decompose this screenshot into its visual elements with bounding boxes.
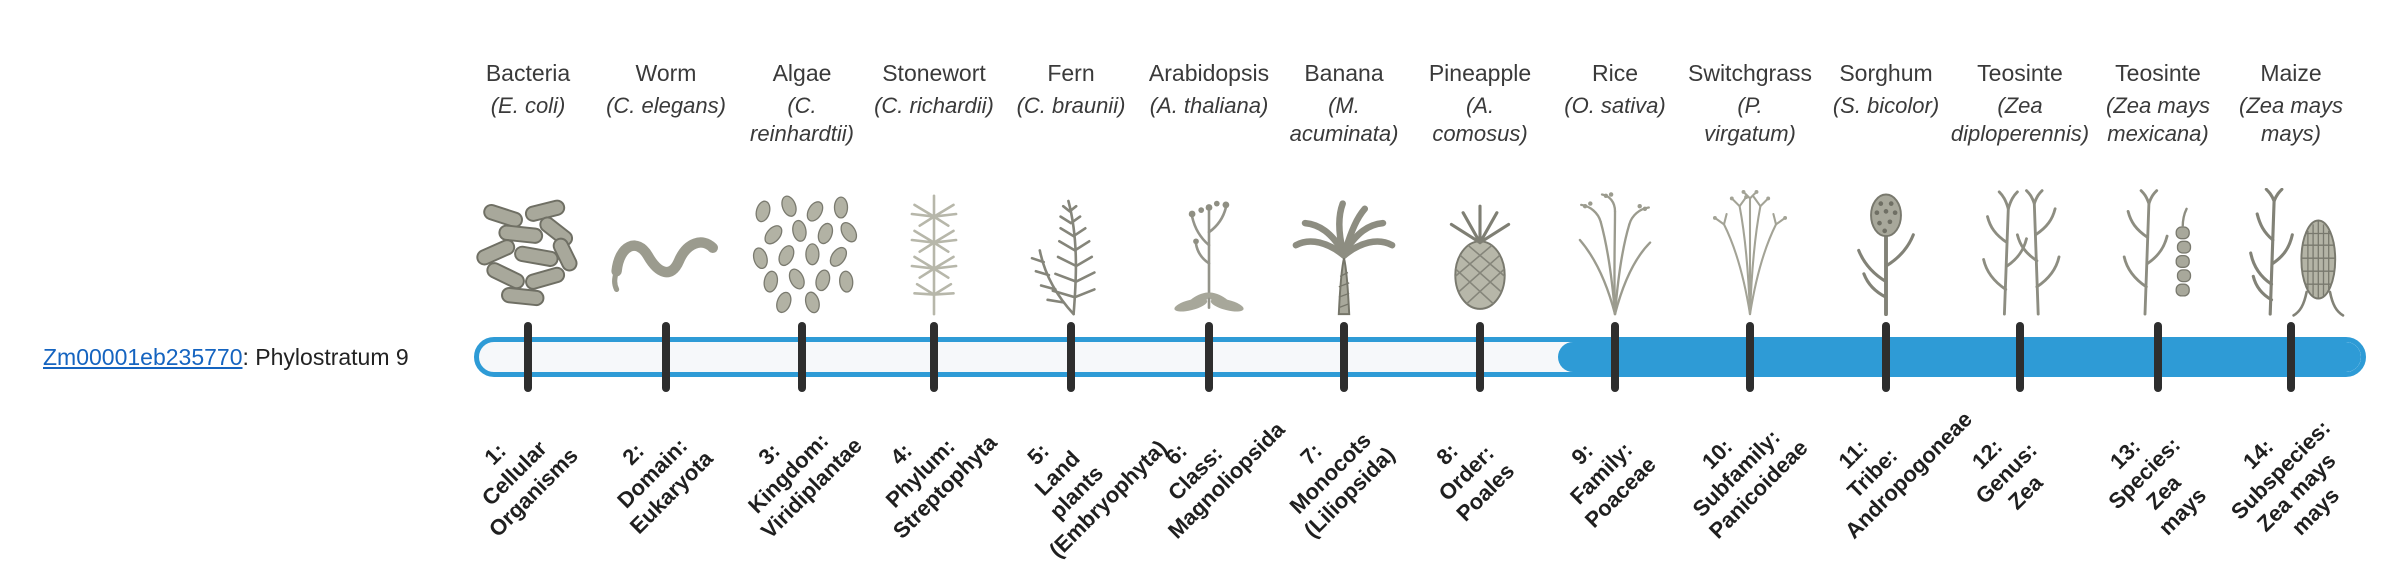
species-scientific-name: (C. elegans): [606, 93, 726, 118]
species-scientific-name: (A. thaliana): [1149, 93, 1269, 118]
species-scientific-name: (M. acuminata): [1289, 93, 1399, 146]
switchgrass-icon: [1685, 188, 1815, 318]
species-common-name: Teosinte: [1977, 60, 2063, 86]
phylostratum-label: 1: Cellular Organisms: [476, 435, 583, 542]
species-common-name: Bacteria: [485, 60, 571, 86]
worm-icon: [601, 188, 731, 318]
phylostratum-tick: [798, 322, 806, 392]
species-common-name: Rice: [1591, 60, 1638, 86]
phylostratum-label: 3: Kingdom: Viridiplantae: [743, 427, 867, 544]
teosinte-mexicana-icon: [2093, 188, 2223, 318]
species-column: Banana (M. acuminata): [1259, 58, 1429, 318]
species-column: Switchgrass (P. virgatum): [1665, 58, 1835, 318]
species-scientific-name: (S. bicolor): [1832, 93, 1940, 118]
species-common-name: Pineapple: [1428, 60, 1532, 86]
species-common-name: Sorghum: [1839, 60, 1933, 86]
phylostratum-label: 6: Class: Magnoliopsida: [1160, 416, 1290, 544]
species-scientific-name: (Zea diploperennis): [1950, 93, 2090, 146]
phylostratum-label: 2: Domain: Eukaryota: [612, 433, 718, 539]
pineapple-icon: [1415, 188, 1545, 318]
phylostratum-tick: [1611, 322, 1619, 392]
species-column: Stonewort (C. richardii): [849, 58, 1019, 318]
stonewort-icon: [869, 188, 999, 318]
gene-label: Zm00001eb235770: Phylostratum 9: [43, 344, 409, 371]
bacteria-icon: [463, 188, 593, 318]
species-column: Worm (C. elegans): [581, 58, 751, 318]
species-column: Rice (O. sativa): [1530, 58, 1700, 318]
species-column: Fern (C. braunii): [986, 58, 1156, 318]
phylostratum-bar-fill: [1558, 342, 2361, 372]
species-scientific-name: (O. sativa): [1564, 93, 1666, 118]
phylostratum-bar: [474, 337, 2366, 377]
phylostratum-tick: [524, 322, 532, 392]
species-column: Teosinte (Zea mays mexicana): [2073, 58, 2243, 318]
species-column: Teosinte (Zea diploperennis): [1935, 58, 2105, 318]
phylostratum-label: 9: Family: Poaceae: [1565, 436, 1661, 533]
phylostratum-label: 4: Phylum: Streptophyta: [880, 429, 1002, 544]
species-scientific-name: (C. richardii): [874, 93, 994, 118]
species-scientific-name: (P. virgatum): [1704, 93, 1796, 146]
species-column: Bacteria (E. coli): [443, 58, 613, 318]
species-common-name: Teosinte: [2115, 60, 2201, 86]
species-scientific-name: (Zea mays mexicana): [2106, 93, 2210, 146]
species-common-name: Switchgrass: [1688, 60, 1812, 86]
phylostratum-label: 14: Subspecies: Zea mays mays: [2225, 415, 2345, 540]
phylostratum-label: 8: Order: Poales: [1431, 438, 1520, 527]
banana-icon: [1279, 188, 1409, 318]
rice-icon: [1550, 188, 1680, 318]
phylostratum-tick: [930, 322, 938, 392]
species-common-name: Arabidopsis: [1148, 60, 1270, 86]
fern-icon: [1006, 188, 1136, 318]
species-common-name: Fern: [1047, 60, 1095, 86]
phylostratum-tick: [2287, 322, 2295, 392]
phylostratum-label: 5: Land plants (Embryophyta): [1022, 435, 1172, 563]
phylostratum-label: 7: Monocots (Liliopsida): [1284, 427, 1400, 543]
gene-link[interactable]: Zm00001eb235770: [43, 344, 243, 370]
teosinte-diploperennis-icon: [1955, 188, 2085, 318]
species-scientific-name: (A. comosus): [1432, 93, 1528, 146]
species-column: Maize (Zea mays mays): [2206, 58, 2376, 318]
gene-annotation: : Phylostratum 9: [242, 344, 409, 370]
species-column: Sorghum (S. bicolor): [1801, 58, 1971, 318]
species-column: Pineapple (A. comosus): [1395, 58, 1565, 318]
phylostratum-tick: [1746, 322, 1754, 392]
species-common-name: Algae: [772, 60, 832, 86]
species-scientific-name: (Zea mays mays): [2239, 93, 2343, 146]
phylostratum-tick: [1205, 322, 1213, 392]
species-common-name: Stonewort: [882, 60, 986, 86]
phylostratum-tick: [1067, 322, 1075, 392]
maize-icon: [2226, 187, 2356, 318]
phylostratum-label: 10: Subfamily: Panicoideae: [1687, 424, 1813, 544]
phylostratum-tick: [2154, 322, 2162, 392]
species-common-name: Worm: [635, 60, 697, 86]
phylostratum-label: 11: Tribe: Andropogoneae: [1833, 406, 1977, 544]
species-scientific-name: (C. reinhardtii): [750, 93, 854, 146]
algae-icon: [737, 188, 867, 318]
phylostratum-tick: [2016, 322, 2024, 392]
species-common-name: Maize: [2260, 60, 2322, 86]
phylostratum-tick: [1882, 322, 1890, 392]
phylostratum-tick: [1476, 322, 1484, 392]
arabidopsis-icon: [1144, 188, 1274, 318]
species-scientific-name: (C. braunii): [1016, 93, 1126, 118]
species-common-name: Banana: [1304, 60, 1384, 86]
species-scientific-name: (E. coli): [490, 93, 566, 118]
species-column: Algae (C. reinhardtii): [717, 58, 887, 318]
phylostratum-tick: [1340, 322, 1348, 392]
sorghum-icon: [1821, 188, 1951, 318]
phylostratum-tick: [662, 322, 670, 392]
species-column: Arabidopsis (A. thaliana): [1124, 58, 1294, 318]
